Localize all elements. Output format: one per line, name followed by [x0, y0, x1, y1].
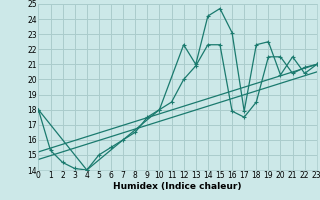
X-axis label: Humidex (Indice chaleur): Humidex (Indice chaleur) [113, 182, 242, 191]
